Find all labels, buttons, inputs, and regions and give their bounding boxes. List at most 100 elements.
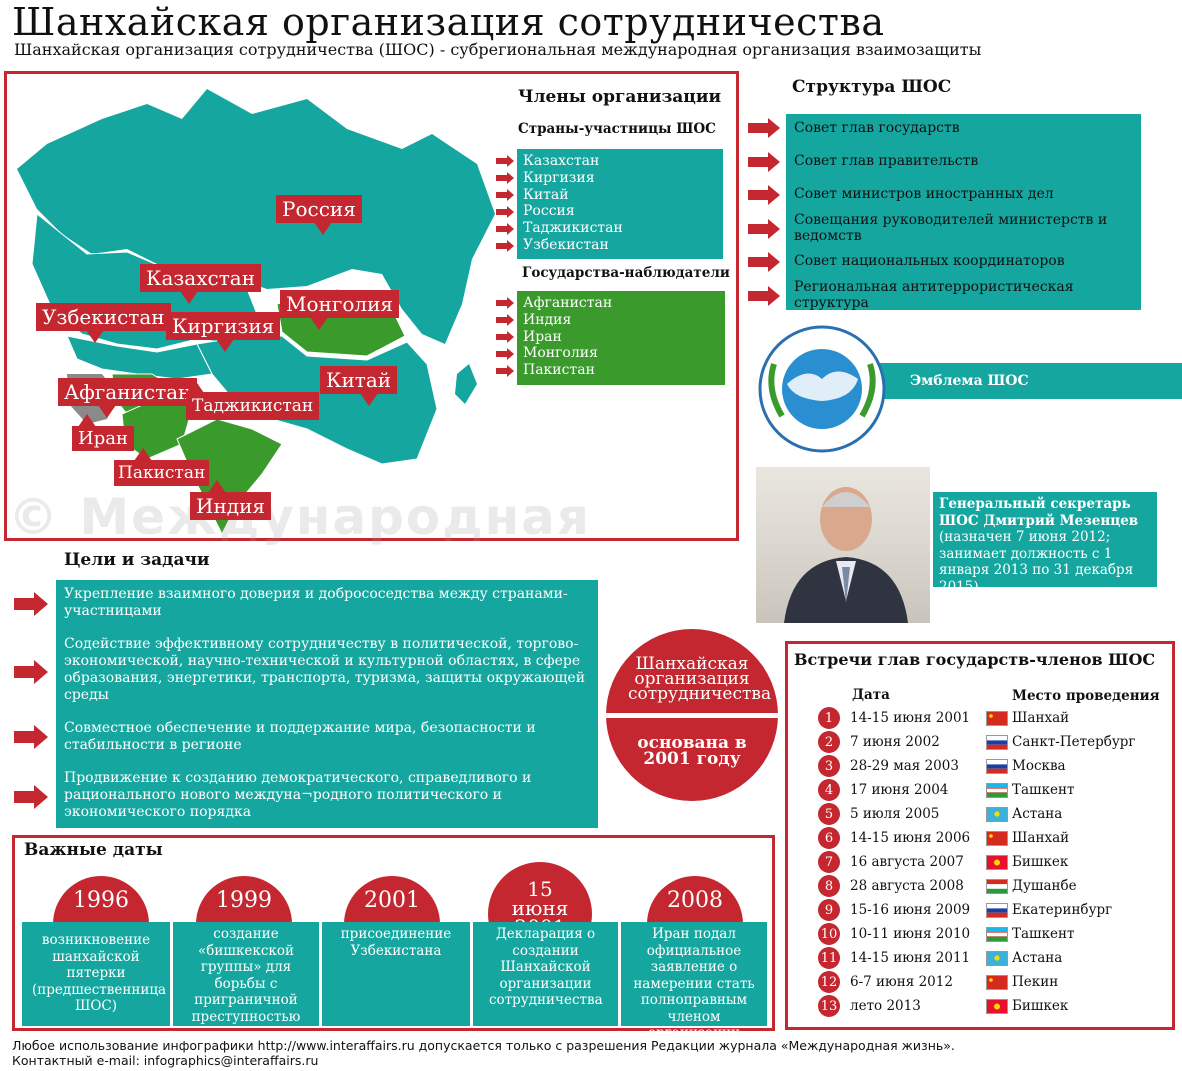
- map-label-iran: Иран: [72, 414, 134, 451]
- member-arrows: [496, 155, 514, 377]
- member-states-list: Казахстан Киргизия Китай Россия Таджикис…: [517, 149, 723, 259]
- flag-ru-icon: [986, 734, 1008, 750]
- arrow-icon: [14, 660, 48, 684]
- arrow-icon: [14, 592, 48, 616]
- map-label-uzbekistan: Узбекистан: [36, 303, 171, 343]
- meeting-date: 7 июня 2002: [850, 734, 940, 750]
- structure-item: Совещания руководителей министерств и ве…: [794, 212, 1108, 244]
- structure-box: [786, 114, 1141, 310]
- goals-box: Укрепление взаимного доверия и добрососе…: [56, 580, 598, 828]
- observer-state: Монголия: [523, 345, 598, 362]
- badge-top: Шанхайская организация сотрудничества: [628, 654, 772, 704]
- meeting-date: 16 августа 2007: [850, 854, 964, 870]
- meeting-date: 5 июля 2005: [850, 806, 940, 822]
- arrow-icon: [748, 219, 780, 239]
- goal-arrows: [14, 592, 48, 809]
- arrow-icon: [14, 725, 48, 749]
- date-card: создание «бишкекской группы» для борьбы …: [173, 922, 319, 1026]
- secretary-photo: [756, 467, 930, 623]
- meeting-place: Екатеринбург: [1012, 902, 1113, 918]
- map-label-kazakhstan: Казахстан: [140, 264, 262, 304]
- watermark: © Международная: [8, 488, 592, 546]
- map-label-india: Индия: [190, 480, 272, 520]
- meeting-row: 11 14-15 июня 2011 Астана: [818, 947, 1178, 969]
- goal-item: Укрепление взаимного доверия и добрососе…: [64, 586, 568, 619]
- meetings-col-date: Дата: [852, 687, 890, 703]
- date-card: Иран подал официальное заявление о намер…: [621, 922, 767, 1041]
- secretary-box: Генеральный секретарь ШОС Дмитрий Мезенц…: [933, 492, 1157, 595]
- map-india: [176, 418, 283, 536]
- observer-state: Иран: [523, 328, 562, 345]
- goal-item: Продвижение к созданию демократического,…: [64, 770, 532, 820]
- structure-arrows: [748, 118, 780, 306]
- meeting-row: 13 лето 2013 Бишкек: [818, 995, 1178, 1017]
- arrow-icon: [496, 348, 514, 360]
- map-label-mongolia: Монголия: [280, 290, 400, 330]
- arrow-icon: [496, 297, 514, 309]
- meeting-date: 6-7 июня 2012: [850, 974, 953, 990]
- meeting-place: Ташкент: [1012, 926, 1075, 942]
- meeting-date: лето 2013: [850, 998, 921, 1014]
- person-icon: [784, 487, 908, 623]
- arrow-icon: [496, 155, 514, 167]
- meeting-place: Шанхай: [1012, 830, 1070, 846]
- structure-item: Совет национальных координаторов: [794, 253, 1065, 269]
- meeting-row: 12 6-7 июня 2012 Пекин: [818, 971, 1178, 993]
- observer-states-heading: Государства-наблюдатели: [522, 265, 730, 281]
- structure-item: Совет глав правительств: [794, 153, 979, 169]
- map-central-asia: [66, 335, 213, 380]
- meeting-place: Душанбе: [1012, 878, 1077, 894]
- member-state: Узбекистан: [523, 236, 609, 253]
- goal-item: Совместное обеспечение и поддержание мир…: [64, 720, 536, 753]
- observer-state: Пакистан: [523, 362, 595, 379]
- footer-contact: Контактный e-mail: infographics@interaff…: [12, 1053, 319, 1068]
- flag-kg-icon: [986, 998, 1008, 1014]
- footer-usage: Любое использование инфографики http://w…: [12, 1038, 955, 1053]
- meeting-number: 7: [818, 851, 840, 873]
- meeting-row: 5 5 июля 2005 Астана: [818, 803, 1178, 825]
- meeting-number: 2: [818, 731, 840, 753]
- map-japan: [455, 364, 477, 404]
- meeting-place: Шанхай: [1012, 710, 1070, 726]
- arrow-icon: [496, 206, 514, 218]
- meeting-number: 8: [818, 875, 840, 897]
- secretary-note: (назначен 7 июня 2012; занимает должност…: [939, 529, 1134, 595]
- meeting-row: 3 28-29 мая 2003 Москва: [818, 755, 1178, 777]
- meeting-date: 17 июня 2004: [850, 782, 949, 798]
- member-state: Таджикистан: [523, 220, 623, 237]
- badge-divider: [606, 713, 778, 718]
- meetings-col-place: Место проведения: [1012, 688, 1160, 704]
- meeting-place: Ташкент: [1012, 782, 1075, 798]
- flag-cn-icon: [986, 830, 1008, 846]
- meeting-row: 7 16 августа 2007 Бишкек: [818, 851, 1178, 873]
- meeting-row: 2 7 июня 2002 Санкт-Петербург: [818, 731, 1178, 753]
- meeting-number: 4: [818, 779, 840, 801]
- meeting-place: Астана: [1012, 950, 1063, 966]
- flag-uz-icon: [986, 926, 1008, 942]
- meeting-number: 12: [818, 971, 840, 993]
- member-state: Киргизия: [523, 169, 595, 186]
- flag-kg-icon: [986, 854, 1008, 870]
- map-label-pakistan: Пакистан: [114, 448, 210, 486]
- arrow-icon: [748, 118, 780, 138]
- founding-badge: Шанхайская организация сотрудничества ос…: [606, 629, 778, 801]
- member-state: Китай: [523, 186, 569, 203]
- arrow-icon: [748, 252, 780, 272]
- map-label-kyrgyzstan: Киргизия: [166, 312, 281, 352]
- meetings-heading: Встречи глав государств-членов ШОС: [794, 650, 1156, 669]
- map-label-afghanistan: Афганистан: [58, 378, 198, 418]
- emblem-label: Эмблема ШОС: [910, 373, 1029, 389]
- dates-heading: Важные даты: [24, 840, 163, 860]
- page-subtitle: Шанхайская организация сотрудничества (Ш…: [14, 40, 982, 59]
- meeting-row: 4 17 июня 2004 Ташкент: [818, 779, 1178, 801]
- flag-kz-icon: [986, 806, 1008, 822]
- arrow-icon: [496, 240, 514, 252]
- flag-ru-icon: [986, 758, 1008, 774]
- meeting-date: 28-29 мая 2003: [850, 758, 959, 774]
- flag-ru-icon: [986, 902, 1008, 918]
- arrow-icon: [748, 185, 780, 205]
- meeting-date: 28 августа 2008: [850, 878, 964, 894]
- arrow-icon: [14, 785, 48, 809]
- map-russia: [17, 89, 495, 344]
- date-card: возникновение шанхайской пятерки (предше…: [22, 922, 170, 1026]
